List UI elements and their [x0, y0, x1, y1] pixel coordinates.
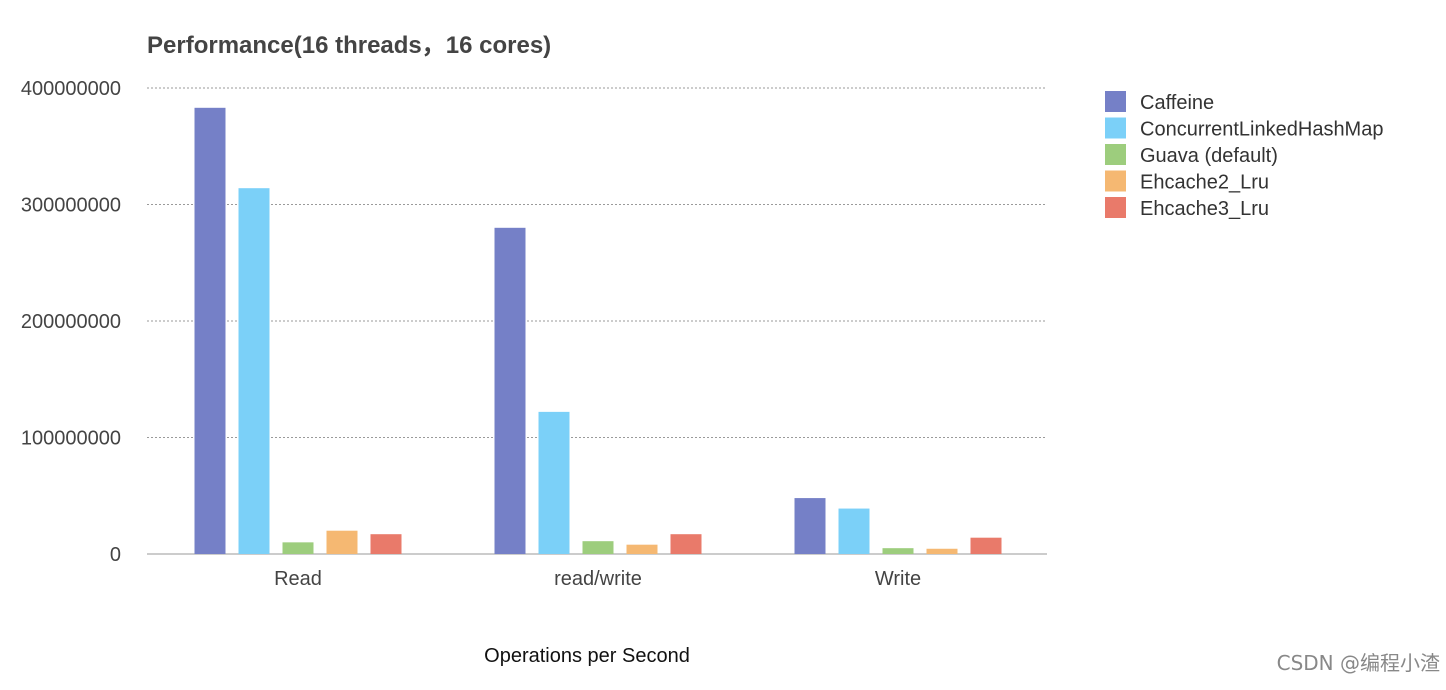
bar-ehcache3-lru-read-write — [670, 534, 702, 554]
legend-label: ConcurrentLinkedHashMap — [1140, 119, 1383, 141]
bar-guava-default-write — [882, 548, 914, 554]
legend-swatch — [1105, 144, 1126, 165]
y-tick-label: 200000000 — [21, 311, 121, 333]
bar-guava-default-read-write — [582, 541, 614, 554]
bar-concurrentlinkedhashmap-read-write — [538, 411, 570, 554]
category-label: read/write — [554, 568, 642, 590]
y-tick-label: 300000000 — [21, 195, 121, 217]
bar-ehcache2-lru-read-write — [626, 544, 658, 554]
y-axis-ticks: 0 100000000 200000000 300000000 400000000 — [21, 78, 121, 566]
x-axis-label: Operations per Second — [484, 645, 690, 667]
y-tick-label: 100000000 — [21, 428, 121, 450]
bar-ehcache3-lru-read — [370, 534, 402, 554]
bar-concurrentlinkedhashmap-read — [238, 188, 270, 554]
bar-ehcache2-lru-write — [926, 548, 958, 554]
legend-swatch — [1105, 91, 1126, 112]
bar-caffeine-write — [794, 498, 826, 554]
bars — [194, 107, 1002, 555]
legend-swatch — [1105, 117, 1126, 139]
bar-caffeine-read — [194, 107, 226, 555]
y-tick-label: 400000000 — [21, 78, 121, 100]
legend-label: Guava (default) — [1140, 145, 1278, 167]
legend-label: Ehcache2_Lru — [1140, 172, 1269, 194]
legend-label: Caffeine — [1140, 92, 1214, 114]
chart-title: Performance(16 threads，16 cores) — [147, 32, 551, 59]
watermark: CSDN @编程小渣 — [1277, 651, 1440, 675]
bar-ehcache2-lru-read — [326, 530, 358, 554]
bar-ehcache3-lru-write — [970, 537, 1002, 554]
bar-caffeine-read-write — [494, 227, 526, 555]
bar-concurrentlinkedhashmap-write — [838, 508, 870, 554]
category-label: Read — [274, 568, 322, 590]
bar-guava-default-read — [282, 542, 314, 554]
legend-swatch — [1105, 197, 1126, 218]
legend-swatch — [1105, 170, 1126, 192]
category-label: Write — [875, 568, 921, 590]
legend: Caffeine ConcurrentLinkedHashMap Guava (de… — [1105, 91, 1383, 220]
category-labels: Read read/write Write — [274, 568, 921, 590]
grid-lines — [147, 87, 1047, 555]
legend-label: Ehcache3_Lru — [1140, 198, 1269, 220]
y-tick-label: 0 — [110, 544, 121, 566]
